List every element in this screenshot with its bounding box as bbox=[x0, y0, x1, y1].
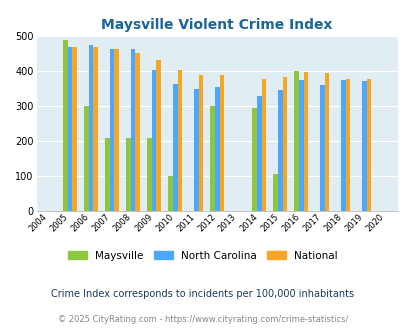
Text: Crime Index corresponds to incidents per 100,000 inhabitants: Crime Index corresponds to incidents per… bbox=[51, 289, 354, 299]
Bar bbox=[63, 40, 68, 211]
Bar bbox=[130, 49, 135, 211]
Bar bbox=[84, 106, 89, 211]
Bar bbox=[219, 76, 224, 211]
Bar bbox=[114, 49, 119, 211]
Bar bbox=[261, 79, 266, 211]
Bar bbox=[151, 70, 156, 211]
Bar bbox=[89, 45, 93, 211]
Bar bbox=[105, 138, 110, 211]
Bar bbox=[294, 71, 298, 211]
Bar bbox=[147, 138, 151, 211]
Bar bbox=[340, 80, 345, 211]
Bar bbox=[277, 90, 282, 211]
Bar bbox=[93, 47, 98, 211]
Bar bbox=[110, 49, 114, 211]
Bar bbox=[256, 96, 261, 211]
Bar bbox=[366, 79, 370, 211]
Bar bbox=[282, 77, 286, 211]
Bar bbox=[177, 70, 182, 211]
Bar bbox=[126, 138, 130, 211]
Bar bbox=[345, 79, 350, 211]
Title: Maysville Violent Crime Index: Maysville Violent Crime Index bbox=[101, 18, 332, 32]
Bar bbox=[319, 84, 324, 211]
Bar bbox=[168, 176, 173, 211]
Bar bbox=[273, 175, 277, 211]
Bar bbox=[194, 89, 198, 211]
Legend: Maysville, North Carolina, National: Maysville, North Carolina, National bbox=[65, 248, 340, 264]
Bar bbox=[210, 106, 214, 211]
Bar bbox=[361, 81, 366, 211]
Bar bbox=[252, 108, 256, 211]
Bar bbox=[214, 87, 219, 211]
Bar bbox=[72, 48, 77, 211]
Bar bbox=[68, 47, 72, 211]
Bar bbox=[298, 80, 303, 211]
Bar bbox=[156, 60, 161, 211]
Bar bbox=[303, 72, 307, 211]
Bar bbox=[198, 76, 202, 211]
Bar bbox=[173, 83, 177, 211]
Text: © 2025 CityRating.com - https://www.cityrating.com/crime-statistics/: © 2025 CityRating.com - https://www.city… bbox=[58, 315, 347, 324]
Bar bbox=[135, 53, 140, 211]
Bar bbox=[324, 73, 328, 211]
